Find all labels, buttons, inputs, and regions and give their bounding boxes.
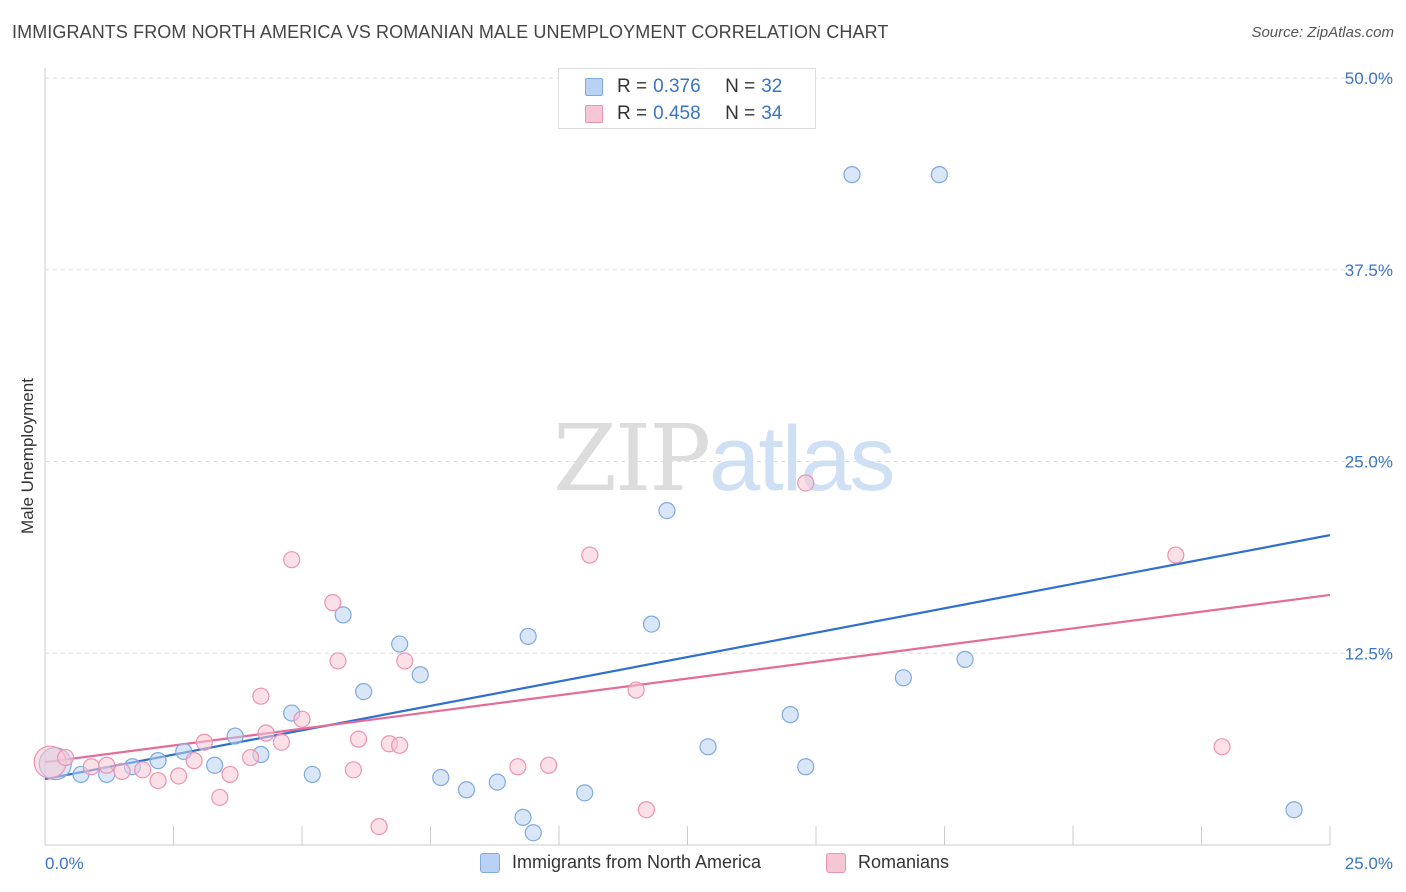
romanians-point — [98, 756, 116, 774]
romanians-point — [1167, 546, 1185, 564]
north-america-point — [576, 784, 594, 802]
north-america-point — [642, 615, 661, 633]
romanians-point — [134, 761, 152, 779]
north-america-point — [226, 727, 244, 745]
legend-r-value: 0.376 — [653, 76, 701, 97]
north-america-point — [797, 758, 815, 776]
romanians-point — [242, 748, 260, 767]
romanians-point — [283, 551, 301, 569]
north-america-point — [334, 606, 352, 624]
north-america-point — [699, 738, 717, 756]
series-legend: Immigrants from North America Romanians — [0, 852, 1406, 878]
romanians-point — [211, 788, 229, 807]
series-label: Romanians — [858, 852, 950, 872]
romanians-point — [349, 730, 368, 748]
legend-swatch-pink — [585, 105, 603, 123]
legend-r-label: R = — [617, 76, 648, 97]
north-america-point — [894, 669, 912, 687]
legend-swatch-blue — [585, 78, 603, 96]
romanians-point — [56, 748, 75, 767]
romanians-point — [509, 758, 527, 776]
romanians-point — [581, 546, 599, 564]
y-tick-label: 37.5% — [1345, 261, 1393, 280]
north-america-point — [149, 752, 167, 770]
watermark-atlas: atlas — [709, 408, 895, 510]
romanians-point — [170, 767, 188, 785]
north-america-point — [432, 768, 450, 787]
y-tick-label: 12.5% — [1345, 644, 1393, 663]
north-america-point — [519, 627, 537, 645]
north-america-point — [514, 808, 532, 826]
romanians-point — [113, 762, 131, 780]
legend-row-north-america: R = 0.376 N = 32 — [585, 75, 782, 99]
north-america-point — [524, 824, 542, 842]
north-america-point — [843, 166, 861, 184]
romanians-point — [370, 817, 388, 836]
north-america-point — [658, 501, 676, 520]
romanians-point — [540, 756, 558, 774]
romanians-point — [396, 652, 414, 670]
grid-lines — [45, 77, 1392, 654]
romanians-point — [195, 733, 213, 751]
north-america-point — [303, 765, 321, 784]
romanians-point — [1213, 738, 1231, 756]
y-tick-label: 25.0% — [1345, 453, 1393, 472]
north-america-point — [1285, 801, 1303, 819]
x-tick-label: 0.0% — [45, 854, 84, 873]
chart-title: IMMIGRANTS FROM NORTH AMERICA VS ROMANIA… — [12, 22, 889, 42]
correlation-legend: R = 0.376 N = 32 R = 0.458 N = 34 — [558, 68, 816, 129]
north-america-point — [355, 682, 373, 701]
y-tick-label: 50.0% — [1345, 69, 1393, 88]
north-america-trend-line — [44, 534, 1331, 781]
romanians-point — [185, 752, 203, 770]
north-america-point — [930, 166, 948, 184]
romanians-point — [637, 801, 655, 819]
romanians-point — [257, 724, 275, 742]
axes — [44, 68, 1331, 846]
romanians-point — [272, 733, 291, 751]
legend-n-value: 32 — [761, 76, 783, 97]
north-america-point — [781, 706, 799, 724]
romanians-point — [344, 761, 362, 779]
tick-labels: 12.5% 25.0% 37.5% 50.0% 0.0% 25.0% — [45, 69, 1393, 873]
legend-n-label: N = — [725, 76, 756, 97]
series-legend-romanians: Romanians — [826, 852, 949, 873]
romanians-point — [82, 758, 100, 776]
legend-r-label: R = — [617, 103, 648, 124]
romanians-point — [797, 474, 815, 492]
series-legend-north-america: Immigrants from North America — [480, 852, 761, 873]
legend-r-value: 0.458 — [653, 103, 701, 124]
legend-row-romanians: R = 0.458 N = 34 — [585, 102, 782, 126]
romanians-point — [149, 771, 167, 790]
north-america-point — [411, 666, 429, 684]
north-america-point — [457, 781, 476, 799]
series-swatch-pink — [826, 852, 846, 873]
romanians-point — [324, 594, 342, 612]
series-label: Immigrants from North America — [512, 852, 762, 872]
watermark: ZIPatlas — [553, 405, 896, 512]
legend-n-value: 34 — [761, 103, 783, 124]
romanians-point — [391, 736, 409, 754]
north-america-point — [956, 650, 974, 668]
romanians-point — [252, 687, 270, 705]
source-note: Source: ZipAtlas.com — [1251, 24, 1394, 41]
watermark-zip: ZIP — [553, 405, 711, 512]
legend-n-label: N = — [725, 103, 756, 124]
x-tick-label: 25.0% — [1345, 854, 1393, 873]
north-america-point — [206, 756, 224, 774]
north-america-point — [488, 773, 506, 791]
series-swatch-blue — [480, 852, 500, 873]
data-points — [33, 166, 1303, 842]
north-america-point — [391, 635, 409, 653]
romanians-point — [221, 765, 239, 784]
romanians-point — [293, 710, 311, 728]
romanians-point — [627, 681, 645, 699]
romanians-point — [329, 652, 347, 670]
